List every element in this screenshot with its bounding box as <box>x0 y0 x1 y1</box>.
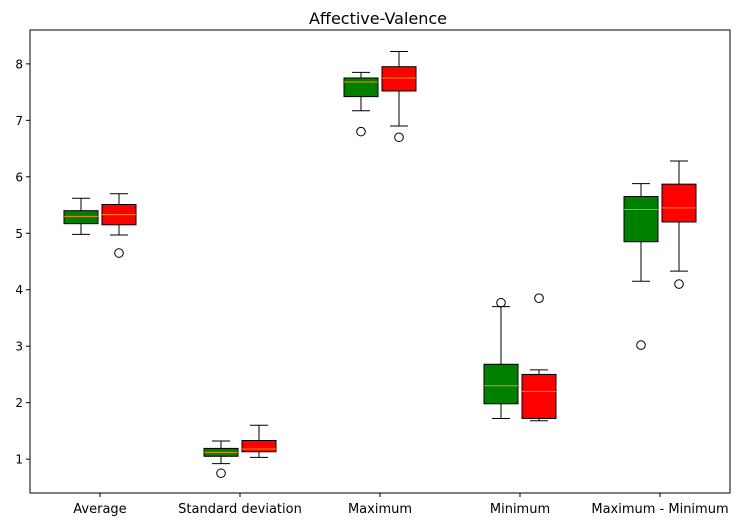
y-tick-label: 5 <box>15 227 23 241</box>
box-green <box>63 197 99 235</box>
x-tick-label: Average <box>73 502 126 517</box>
box-body <box>623 196 659 243</box>
y-tick-label: 3 <box>15 340 23 354</box>
outlier-point <box>674 279 684 289</box>
box-red <box>521 293 557 422</box>
x-tick-label: Maximum - Minimum <box>591 502 728 517</box>
x-tick-label: Minimum <box>490 502 550 517</box>
y-tick-label: 1 <box>15 453 23 467</box>
plot-frame <box>29 29 731 494</box>
box-green <box>203 440 239 479</box>
outlier-point <box>534 293 544 304</box>
box-red <box>241 424 277 458</box>
box-body <box>381 66 417 92</box>
y-tick-label: 7 <box>15 114 23 128</box>
box-body <box>241 439 277 453</box>
box-body <box>63 210 99 225</box>
y-tick-label: 8 <box>15 57 23 71</box>
x-axis: Average Standard deviation Maximum Minimum M… <box>73 493 729 517</box>
x-tick-label: Standard deviation <box>178 502 302 517</box>
boxes <box>63 50 697 479</box>
box-body <box>661 183 697 223</box>
outlier-point <box>636 340 646 350</box>
y-tick-label: 4 <box>15 283 23 297</box>
box-body <box>521 373 557 419</box>
box-red <box>661 160 697 289</box>
box-green <box>623 183 659 350</box>
box-green <box>483 297 519 419</box>
outlier-point <box>114 248 124 258</box>
outlier-point <box>216 468 226 479</box>
box-red <box>381 50 417 143</box>
x-tick-label: Maximum <box>348 502 412 517</box>
box-red <box>101 193 137 258</box>
box-body <box>483 363 519 405</box>
box-green <box>343 71 379 137</box>
outlier-point <box>496 297 506 308</box>
y-axis: 1 2 3 4 5 6 7 8 <box>15 57 30 467</box>
y-tick-label: 2 <box>15 396 23 410</box>
outlier-point <box>394 132 404 143</box>
outlier-point <box>356 126 366 137</box>
chart-title: Affective-Valence <box>309 9 447 28</box>
y-tick-label: 6 <box>15 170 23 184</box>
box-body <box>343 77 379 98</box>
